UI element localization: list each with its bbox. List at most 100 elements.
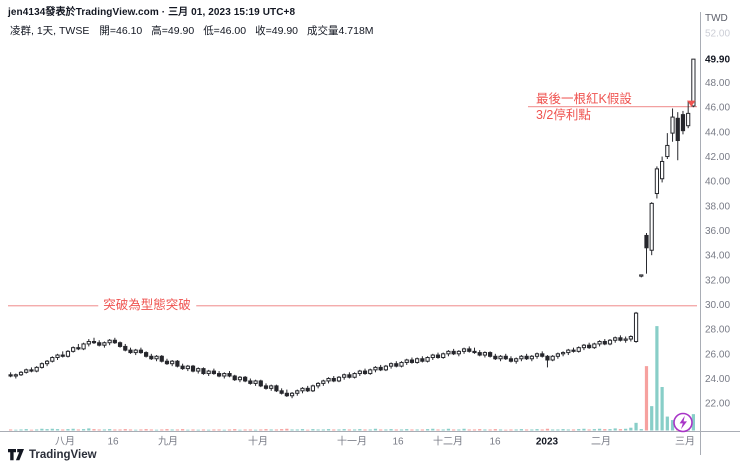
volume-bar (337, 429, 341, 431)
candle (170, 360, 175, 365)
candle (117, 342, 123, 347)
svg-text:30.00: 30.00 (705, 300, 730, 311)
volume-bar (613, 428, 617, 431)
volume-bar (108, 429, 112, 431)
legend-volume: 成交量4.718M (307, 25, 374, 37)
volume-bar (217, 429, 221, 431)
candle (613, 337, 618, 341)
candle (102, 342, 107, 346)
candle (222, 373, 227, 377)
candle (18, 371, 24, 376)
candle (560, 352, 566, 355)
candle (295, 390, 300, 394)
volume-bar (45, 429, 49, 431)
flash-marker-icon[interactable] (673, 412, 693, 433)
volume-bar (55, 429, 60, 431)
volume-bar (577, 429, 581, 431)
volume-bar (76, 429, 80, 431)
candle (607, 339, 613, 345)
svg-text:二月: 二月 (591, 436, 611, 448)
candle (383, 365, 388, 371)
volume-bar (102, 429, 107, 431)
candle (289, 392, 295, 397)
candle (342, 374, 347, 378)
svg-text:16: 16 (392, 437, 404, 448)
volume-bar (113, 429, 117, 431)
volume-bar (139, 429, 143, 431)
candle (112, 339, 117, 344)
time-axis[interactable]: 八月 16 九月 十月 十一月 16 十二月 16 2023 二月 三月 (55, 435, 695, 448)
volume-bar (525, 429, 529, 431)
legend-low: 低=46.00 (203, 25, 247, 37)
volume-bar (212, 429, 216, 431)
candle (488, 352, 493, 357)
attribution-link[interactable]: jen4134發表於TradingView.com · 三月 01, 2023 … (8, 7, 296, 18)
volume-bar (332, 429, 336, 431)
svg-text:34.00: 34.00 (705, 251, 730, 262)
volume-bar (14, 429, 18, 431)
price-axis[interactable]: TWD 52.00 22.00 24.00 26.00 28.00 30.00 32.00 34… (705, 13, 730, 410)
volume-bar (452, 429, 456, 431)
volume-bar (154, 429, 159, 431)
volume-bar (556, 429, 560, 431)
volume-bar (35, 429, 39, 431)
volume-bar (530, 429, 534, 431)
annotation-lines (8, 105, 697, 307)
volume-bar (650, 406, 654, 431)
candle (623, 338, 628, 341)
svg-text:40.00: 40.00 (705, 177, 730, 188)
volume-bar (379, 429, 383, 431)
volume-bar (436, 429, 440, 431)
candle (300, 387, 305, 392)
candle (237, 376, 243, 381)
candle (680, 114, 686, 132)
candle (472, 350, 477, 354)
chart-legend: 凌群, 1天, TWSE 開=46.10 高=49.90 低=46.00 收=49.90… (10, 23, 383, 38)
volume-bar (71, 428, 75, 431)
candle (660, 160, 665, 180)
volume-bar (368, 429, 372, 431)
candle (284, 392, 289, 397)
candle (529, 355, 534, 360)
volume-bar (134, 429, 138, 431)
volume-bar (478, 429, 482, 431)
candle (201, 368, 206, 375)
candle (190, 365, 196, 372)
volume-bar (618, 429, 623, 431)
candle (352, 373, 357, 378)
candle (477, 352, 482, 356)
candle (269, 385, 274, 389)
annotation-stop-label: 最後一根紅K假設 (536, 92, 632, 107)
volume-bar (24, 429, 28, 431)
candle (435, 354, 441, 359)
legend-open: 開=46.10 (99, 25, 143, 37)
volume-bar (19, 429, 23, 431)
candle (175, 360, 180, 367)
volume-bar (483, 429, 487, 431)
candle (519, 355, 524, 360)
volume-bars (9, 326, 695, 431)
volume-bar (566, 429, 570, 431)
candle (24, 369, 29, 373)
candle (336, 376, 342, 382)
candle (81, 343, 86, 350)
volume-bar (431, 428, 435, 431)
candle (34, 366, 39, 372)
candle (415, 358, 420, 363)
candle (503, 355, 508, 360)
volume-bar (634, 422, 638, 431)
svg-text:48.00: 48.00 (705, 78, 730, 89)
volume-bar (280, 429, 284, 431)
svg-text:2023: 2023 (536, 437, 559, 448)
candle (571, 349, 576, 352)
tradingview-logo-link[interactable]: TradingView (8, 449, 97, 461)
volume-bar (201, 429, 206, 431)
candle (644, 234, 649, 249)
volume-bar (160, 429, 164, 431)
volume-bar (389, 429, 393, 431)
candle (540, 353, 545, 357)
candle (639, 274, 644, 277)
candle (430, 354, 435, 359)
candle (670, 116, 675, 134)
